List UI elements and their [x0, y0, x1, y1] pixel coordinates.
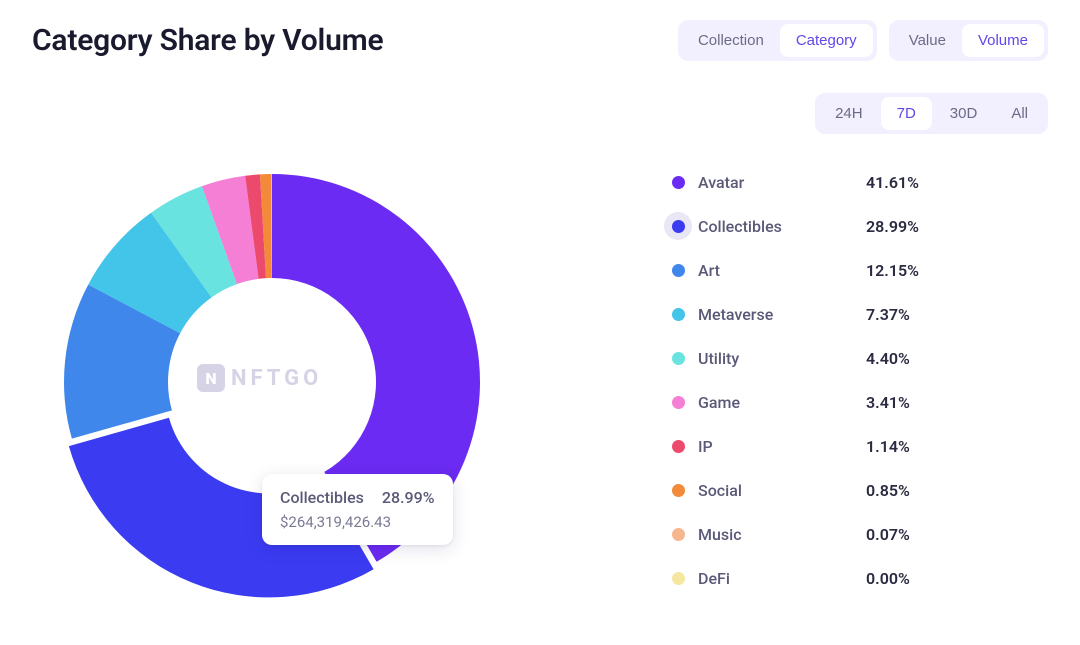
- legend-dot-wrap: [664, 564, 692, 592]
- legend-label: DeFi: [698, 569, 862, 588]
- legend-dot-wrap: [664, 168, 692, 196]
- legend-value: 0.85%: [866, 481, 910, 500]
- legend-value: 28.99%: [866, 217, 919, 236]
- legend-dot-wrap: [664, 212, 692, 240]
- legend-item-game[interactable]: Game3.41%: [664, 380, 1048, 424]
- legend-label: Metaverse: [698, 305, 862, 324]
- legend-value: 12.15%: [866, 261, 919, 280]
- legend-dot-icon: [672, 176, 685, 189]
- legend-dot-icon: [672, 220, 685, 233]
- legend-dot-wrap: [664, 344, 692, 372]
- legend-dot-icon: [672, 572, 685, 585]
- legend-value: 0.00%: [866, 569, 910, 588]
- toggle-30d[interactable]: 30D: [934, 97, 994, 130]
- legend-label: IP: [698, 437, 862, 456]
- collection-category-toggle: CollectionCategory: [678, 20, 877, 61]
- tooltip-amount: $264,319,426.43: [280, 513, 435, 531]
- legend-label: Social: [698, 481, 862, 500]
- legend-dot-icon: [672, 264, 685, 277]
- legend-label: Collectibles: [698, 217, 862, 236]
- time-toggle-row: 24H7D30DAll: [32, 93, 1048, 134]
- legend-dot-wrap: [664, 520, 692, 548]
- legend-value: 41.61%: [866, 173, 919, 192]
- tooltip-percent: 28.99%: [382, 488, 435, 507]
- legend-dot-icon: [672, 440, 685, 453]
- legend-item-ip[interactable]: IP1.14%: [664, 424, 1048, 468]
- legend-list: Avatar41.61%Collectibles28.99%Art12.15%M…: [592, 152, 1048, 600]
- legend-item-social[interactable]: Social0.85%: [664, 468, 1048, 512]
- value-volume-toggle: ValueVolume: [889, 20, 1048, 61]
- page-title: Category Share by Volume: [32, 23, 383, 58]
- legend-value: 4.40%: [866, 349, 910, 368]
- time-range-toggle: 24H7D30DAll: [815, 93, 1048, 134]
- legend-dot-wrap: [664, 256, 692, 284]
- legend-value: 7.37%: [866, 305, 910, 324]
- legend-value: 0.07%: [866, 525, 910, 544]
- main-row: N NFTGO Collectibles 28.99% $264,319,426…: [32, 152, 1048, 612]
- tooltip-name: Collectibles: [280, 488, 364, 507]
- legend-dot-icon: [672, 484, 685, 497]
- brand-watermark: N NFTGO: [197, 364, 322, 392]
- toggle-volume[interactable]: Volume: [962, 24, 1044, 57]
- legend-label: Utility: [698, 349, 862, 368]
- legend-dot-wrap: [664, 432, 692, 460]
- header-row: Category Share by Volume CollectionCateg…: [32, 20, 1048, 61]
- toggle-7d[interactable]: 7D: [881, 97, 932, 130]
- legend-dot-icon: [672, 352, 685, 365]
- legend-dot-icon: [672, 308, 685, 321]
- legend-item-defi[interactable]: DeFi0.00%: [664, 556, 1048, 600]
- legend-dot-wrap: [664, 476, 692, 504]
- legend-item-art[interactable]: Art12.15%: [664, 248, 1048, 292]
- legend-dot-wrap: [664, 300, 692, 328]
- donut-chart-wrap: N NFTGO Collectibles 28.99% $264,319,426…: [32, 152, 592, 612]
- legend-label: Art: [698, 261, 862, 280]
- legend-item-music[interactable]: Music0.07%: [664, 512, 1048, 556]
- legend-label: Music: [698, 525, 862, 544]
- legend-label: Avatar: [698, 173, 862, 192]
- top-toggle-bar: CollectionCategory ValueVolume: [678, 20, 1048, 61]
- legend-label: Game: [698, 393, 862, 412]
- legend-item-collectibles[interactable]: Collectibles28.99%: [664, 204, 1048, 248]
- toggle-value[interactable]: Value: [893, 24, 962, 57]
- brand-text: NFTGO: [231, 366, 322, 391]
- legend-dot-icon: [672, 528, 685, 541]
- toggle-collection[interactable]: Collection: [682, 24, 780, 57]
- toggle-all[interactable]: All: [995, 97, 1044, 130]
- legend-dot-wrap: [664, 388, 692, 416]
- dashboard-container: Category Share by Volume CollectionCateg…: [0, 0, 1080, 645]
- legend-item-avatar[interactable]: Avatar41.61%: [664, 160, 1048, 204]
- chart-tooltip: Collectibles 28.99% $264,319,426.43: [262, 474, 453, 545]
- legend-item-utility[interactable]: Utility4.40%: [664, 336, 1048, 380]
- brand-badge-icon: N: [197, 364, 225, 392]
- toggle-24h[interactable]: 24H: [819, 97, 879, 130]
- legend-value: 1.14%: [866, 437, 910, 456]
- toggle-category[interactable]: Category: [780, 24, 873, 57]
- legend-item-metaverse[interactable]: Metaverse7.37%: [664, 292, 1048, 336]
- legend-value: 3.41%: [866, 393, 910, 412]
- legend-dot-icon: [672, 396, 685, 409]
